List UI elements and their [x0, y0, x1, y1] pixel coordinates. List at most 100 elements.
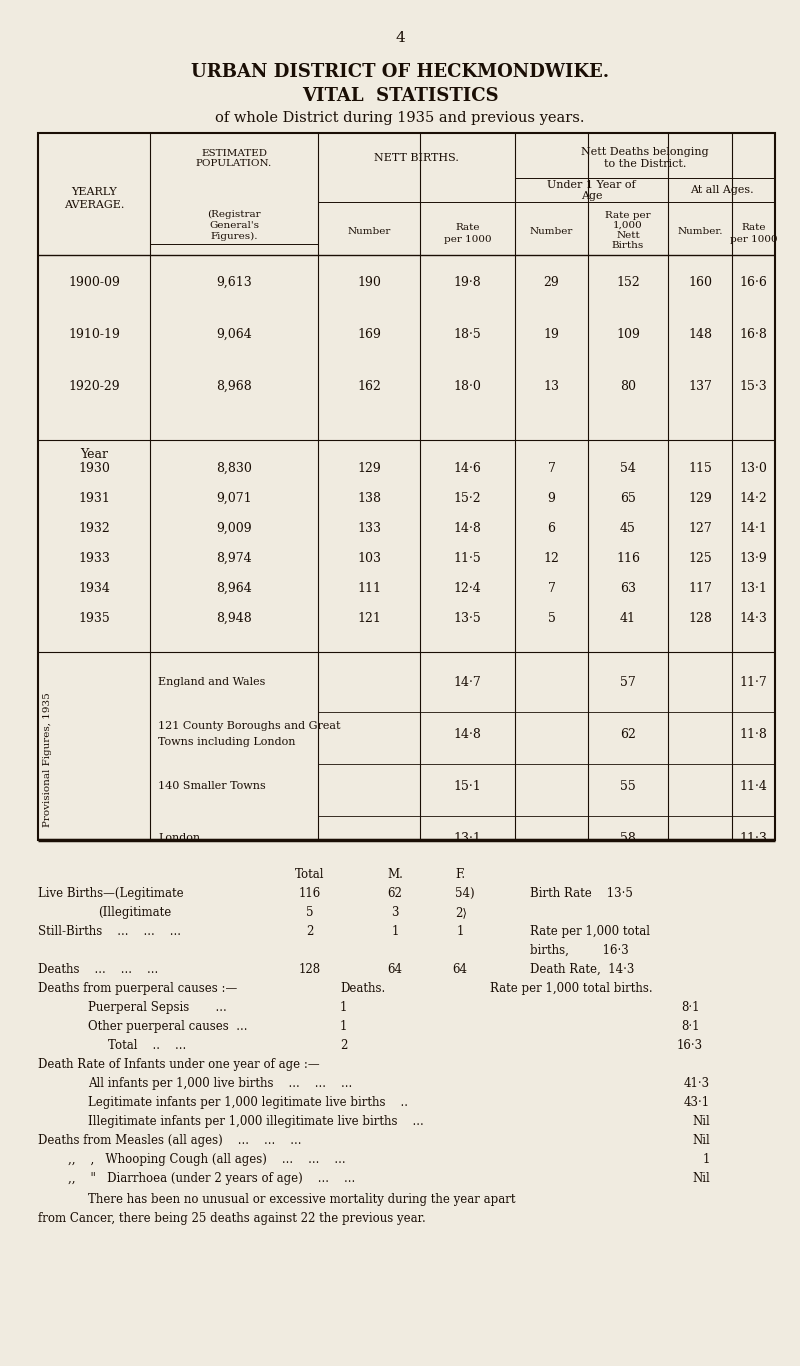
Text: 121 County Boroughs and Great: 121 County Boroughs and Great — [158, 721, 341, 731]
Text: AVERAGE.: AVERAGE. — [64, 199, 124, 210]
Text: Number: Number — [530, 228, 573, 236]
Text: 14·3: 14·3 — [739, 612, 767, 624]
Text: Birth Rate    13·5: Birth Rate 13·5 — [530, 887, 633, 900]
Text: 41: 41 — [620, 612, 636, 624]
Text: 14·2: 14·2 — [740, 492, 767, 504]
Text: 11·8: 11·8 — [739, 728, 767, 740]
Text: 58: 58 — [620, 832, 636, 844]
Text: 13·5: 13·5 — [454, 612, 482, 624]
Text: 13·1: 13·1 — [454, 832, 482, 844]
Text: ,,    ,   Whooping Cough (all ages)    ...    ...    ...: ,, , Whooping Cough (all ages) ... ... .… — [68, 1153, 346, 1167]
Text: 1: 1 — [391, 925, 398, 938]
Text: 128: 128 — [688, 612, 712, 624]
Text: Legitimate infants per 1,000 legitimate live births    ..: Legitimate infants per 1,000 legitimate … — [88, 1096, 408, 1109]
Text: 57: 57 — [620, 676, 636, 688]
Text: 62: 62 — [387, 887, 402, 900]
Text: 160: 160 — [688, 276, 712, 288]
Text: 54: 54 — [620, 462, 636, 474]
Text: 152: 152 — [616, 276, 640, 288]
Text: 1932: 1932 — [78, 522, 110, 534]
Text: 9,071: 9,071 — [216, 492, 252, 504]
Text: Still-Births    ...    ...    ...: Still-Births ... ... ... — [38, 925, 181, 938]
Text: Nett: Nett — [616, 231, 640, 239]
Text: 11·3: 11·3 — [739, 832, 767, 844]
Text: 109: 109 — [616, 328, 640, 340]
Text: 8·1: 8·1 — [681, 1001, 699, 1014]
Text: URBAN DISTRICT OF HECKMONDWIKE.: URBAN DISTRICT OF HECKMONDWIKE. — [191, 63, 609, 81]
Text: 11·4: 11·4 — [739, 780, 767, 792]
Text: 7: 7 — [547, 582, 555, 594]
Text: of whole District during 1935 and previous years.: of whole District during 1935 and previo… — [215, 111, 585, 126]
Text: Illegitimate infants per 1,000 illegitimate live births    ...: Illegitimate infants per 1,000 illegitim… — [88, 1115, 424, 1128]
Text: 9: 9 — [547, 492, 555, 504]
Text: General's: General's — [209, 220, 259, 229]
Text: 54): 54) — [455, 887, 474, 900]
Text: 64: 64 — [387, 963, 402, 975]
Text: 8,830: 8,830 — [216, 462, 252, 474]
Text: 11·5: 11·5 — [454, 552, 482, 564]
Text: per 1000: per 1000 — [444, 235, 491, 243]
Text: London: London — [158, 833, 200, 843]
Text: 19: 19 — [543, 328, 559, 340]
Text: 15·2: 15·2 — [454, 492, 482, 504]
Text: per 1000: per 1000 — [730, 235, 778, 243]
Text: 140 Smaller Towns: 140 Smaller Towns — [158, 781, 266, 791]
Text: 1934: 1934 — [78, 582, 110, 594]
Text: births,         16·3: births, 16·3 — [530, 944, 629, 958]
Text: YEARLY: YEARLY — [71, 187, 117, 197]
Text: VITAL  STATISTICS: VITAL STATISTICS — [302, 87, 498, 105]
Text: 13·0: 13·0 — [739, 462, 767, 474]
Text: from Cancer, there being 25 deaths against 22 the previous year.: from Cancer, there being 25 deaths again… — [38, 1212, 426, 1225]
Text: 1910-19: 1910-19 — [68, 328, 120, 340]
Text: 9,064: 9,064 — [216, 328, 252, 340]
Text: 8,974: 8,974 — [216, 552, 252, 564]
Text: 16·8: 16·8 — [739, 328, 767, 340]
Text: Provisional Figures, 1935: Provisional Figures, 1935 — [43, 693, 53, 828]
Text: 129: 129 — [357, 462, 381, 474]
Text: 15·3: 15·3 — [740, 380, 767, 392]
Text: 5: 5 — [306, 906, 314, 919]
Text: 16·3: 16·3 — [677, 1040, 703, 1052]
Text: 18·0: 18·0 — [454, 380, 482, 392]
Text: 18·5: 18·5 — [454, 328, 482, 340]
Text: Figures).: Figures). — [210, 231, 258, 240]
Text: 7: 7 — [547, 462, 555, 474]
Text: 19·8: 19·8 — [454, 276, 482, 288]
Text: 117: 117 — [688, 582, 712, 594]
Text: 14·8: 14·8 — [454, 728, 482, 740]
Text: ,,    "   Diarrhoea (under 2 years of age)    ...    ...: ,, " Diarrhoea (under 2 years of age) ..… — [68, 1172, 355, 1184]
Text: Rate: Rate — [742, 224, 766, 232]
Text: 148: 148 — [688, 328, 712, 340]
Text: Number: Number — [347, 228, 390, 236]
Text: 1: 1 — [340, 1001, 347, 1014]
Text: Total    ..    ...: Total .. ... — [108, 1040, 186, 1052]
Text: 1935: 1935 — [78, 612, 110, 624]
Text: Nil: Nil — [692, 1134, 710, 1147]
Text: 115: 115 — [688, 462, 712, 474]
Text: 11·7: 11·7 — [740, 676, 767, 688]
Text: 129: 129 — [688, 492, 712, 504]
Text: 14·8: 14·8 — [454, 522, 482, 534]
Text: 1,000: 1,000 — [613, 220, 643, 229]
Text: 2: 2 — [340, 1040, 347, 1052]
Text: All infants per 1,000 live births    ...    ...    ...: All infants per 1,000 live births ... ..… — [88, 1076, 352, 1090]
Text: 8,968: 8,968 — [216, 380, 252, 392]
Text: Nil: Nil — [692, 1172, 710, 1184]
Text: 8,964: 8,964 — [216, 582, 252, 594]
Bar — [38, 133, 775, 840]
Text: 116: 116 — [616, 552, 640, 564]
Text: Puerperal Sepsis       ...: Puerperal Sepsis ... — [88, 1001, 226, 1014]
Text: 80: 80 — [620, 380, 636, 392]
Text: 133: 133 — [357, 522, 381, 534]
Text: 128: 128 — [299, 963, 321, 975]
Text: 162: 162 — [357, 380, 381, 392]
Text: to the District.: to the District. — [604, 158, 686, 169]
Text: 111: 111 — [357, 582, 381, 594]
Text: 13·9: 13·9 — [740, 552, 767, 564]
Text: 55: 55 — [620, 780, 636, 792]
Text: 9,009: 9,009 — [216, 522, 252, 534]
Text: 65: 65 — [620, 492, 636, 504]
Text: Age: Age — [581, 191, 602, 201]
Text: 45: 45 — [620, 522, 636, 534]
Text: 137: 137 — [688, 380, 712, 392]
